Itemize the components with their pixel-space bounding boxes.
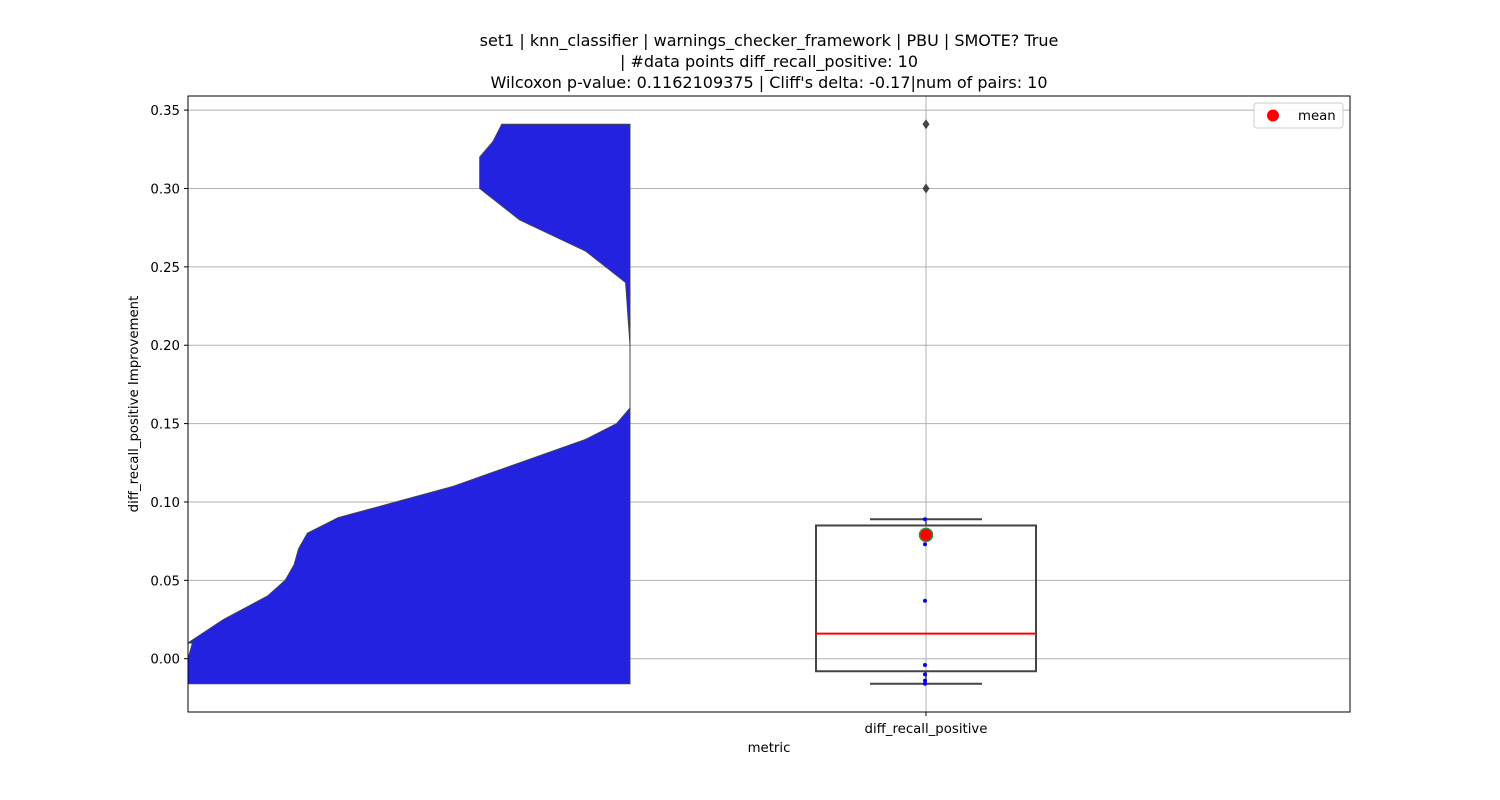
- plot-frame: [187, 95, 1351, 713]
- violin-body: [188, 123, 631, 685]
- legend-box: [1253, 102, 1344, 129]
- y-tick-label: 0.05: [150, 574, 180, 589]
- mean-marker: [918, 527, 934, 543]
- data-point: [923, 672, 927, 677]
- data-point: [923, 598, 927, 603]
- data-point: [923, 517, 927, 522]
- plot-area: 0.00 0.05 0.10 0.15 0.20 0.25 0.30 0.35 diff_rec…: [150, 95, 1351, 737]
- data-point: [923, 542, 927, 547]
- title-line-2: | #data points diff_recall_positive: 10: [620, 52, 918, 72]
- x-axis-label: metric: [748, 741, 791, 756]
- title-line-3: Wilcoxon p-value: 0.1162109375 | Cliff's…: [490, 73, 1047, 92]
- y-tick-label: 0.20: [150, 339, 180, 354]
- outlier-point: [922, 119, 930, 130]
- y-tick-label: 0.35: [150, 104, 180, 119]
- legend-label: mean: [1298, 109, 1336, 124]
- y-axis-label: diff_recall_positive Improvement: [127, 296, 142, 513]
- legend-mean-marker: [1267, 109, 1279, 122]
- x-tick-label: diff_recall_positive: [865, 722, 988, 737]
- data-point: [923, 678, 927, 683]
- title-line-1: set1 | knn_classifier | warnings_checker…: [480, 31, 1059, 51]
- y-tick-label: 0.15: [150, 418, 180, 433]
- data-point: [923, 681, 927, 686]
- y-tick-label: 0.30: [150, 182, 180, 197]
- y-tick-label: 0.10: [150, 496, 180, 511]
- y-tick-label: 0.00: [150, 653, 180, 668]
- outlier-point: [922, 183, 930, 194]
- legend: mean: [1253, 102, 1344, 129]
- box-iqr: [815, 524, 1037, 673]
- chart-title: set1 | knn_classifier | warnings_checker…: [480, 31, 1059, 92]
- y-tick-label: 0.25: [150, 261, 180, 276]
- data-point: [923, 662, 927, 667]
